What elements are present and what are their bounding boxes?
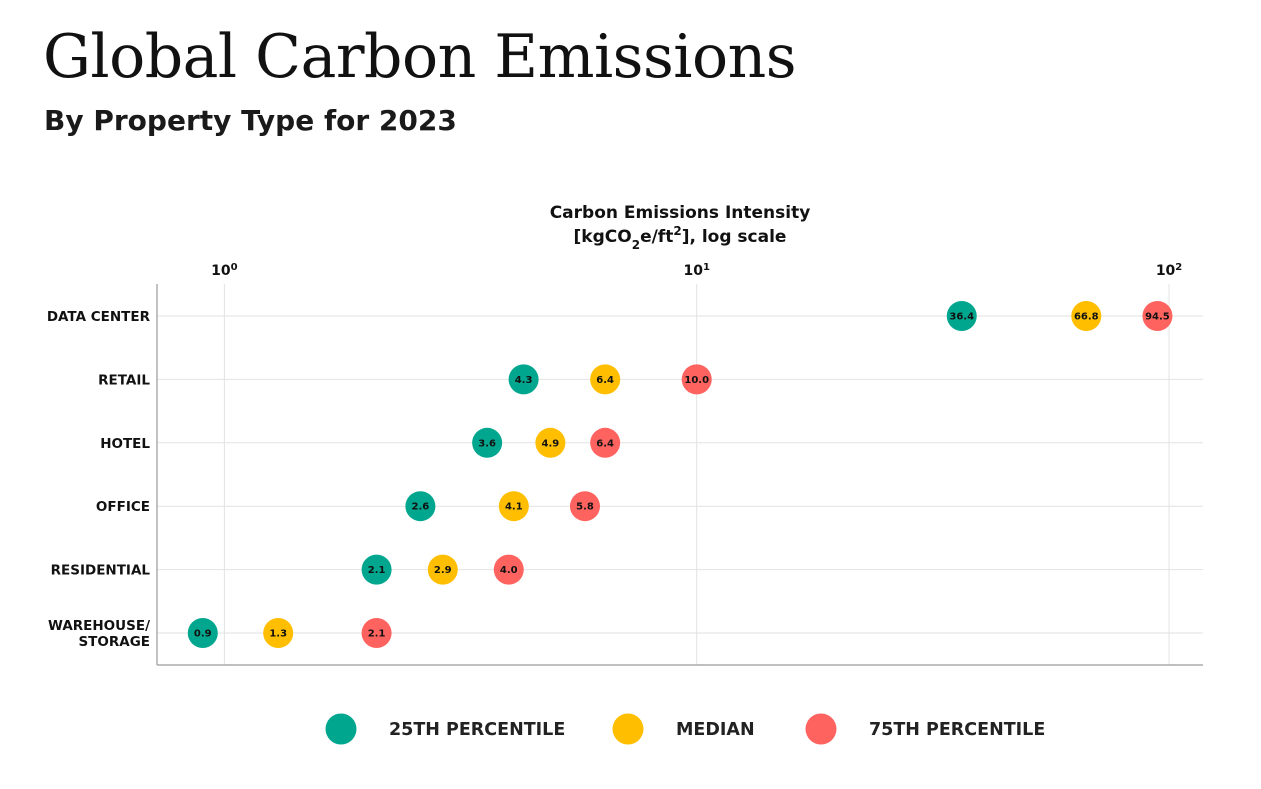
data-point: 2.9 <box>427 554 458 585</box>
legend-label: 75TH PERCENTILE <box>869 720 1045 740</box>
data-point-marker <box>946 301 977 331</box>
data-point-label: 4.3 <box>515 375 533 386</box>
legend: 25TH PERCENTILE MEDIAN 75TH PERCENTILE <box>325 713 1045 745</box>
data-point: 2.6 <box>405 491 436 522</box>
data-point-label: 66.8 <box>1074 312 1099 323</box>
x-tick-labels: 100 101 102 <box>211 262 1182 280</box>
data-point-label: 2.6 <box>412 502 430 513</box>
category-label: RETAIL <box>98 372 150 388</box>
data-point: 4.0 <box>493 554 524 585</box>
data-point-marker <box>263 618 294 648</box>
data-point: 10.0 <box>681 364 712 395</box>
data-point: 2.1 <box>361 618 392 648</box>
legend-swatch <box>805 713 837 745</box>
data-point-marker <box>361 618 392 648</box>
data-point-label: 4.0 <box>500 565 518 576</box>
data-point: 3.6 <box>472 427 503 458</box>
x-axis-title-line2: [kgCO2e/ft2], log scale <box>574 224 787 252</box>
legend-swatch <box>325 713 357 745</box>
category-labels: DATA CENTER RETAIL HOTEL OFFICE RESIDENTIAL W… <box>47 309 151 650</box>
data-point-label: 6.4 <box>596 438 614 449</box>
chart-subtitle: By Property Type for 2023 <box>44 104 457 137</box>
data-point-marker <box>569 491 600 522</box>
data-point-label: 36.4 <box>949 312 974 323</box>
x-tick-label: 100 <box>211 262 237 280</box>
data-point-marker <box>535 427 566 458</box>
legend-label: MEDIAN <box>676 720 755 740</box>
data-point-marker <box>498 491 529 522</box>
data-point-marker <box>405 491 436 522</box>
data-point-label: 1.3 <box>269 629 287 640</box>
data-point-marker <box>187 618 218 648</box>
data-point-label: 2.9 <box>434 565 452 576</box>
data-point-marker <box>493 554 524 585</box>
data-point-label: 2.1 <box>368 565 386 576</box>
legend-item: 75TH PERCENTILE <box>805 713 1045 745</box>
legend-item: MEDIAN <box>612 713 755 745</box>
data-point-marker <box>590 364 621 395</box>
data-point: 36.4 <box>946 301 977 331</box>
category-label: DATA CENTER <box>47 309 151 325</box>
data-point-marker <box>508 364 539 395</box>
category-label: HOTEL <box>100 436 150 452</box>
data-point: 1.3 <box>263 618 294 648</box>
chart-title: Global Carbon Emissions <box>43 22 797 92</box>
data-point-marker <box>427 554 458 585</box>
category-label: STORAGE <box>78 634 150 650</box>
data-point: 66.8 <box>1071 301 1102 331</box>
data-point-marker <box>472 427 503 458</box>
data-point-marker <box>590 427 621 458</box>
category-label: WAREHOUSE/ <box>48 618 150 634</box>
data-point: 6.4 <box>590 364 621 395</box>
data-point-label: 10.0 <box>684 375 709 386</box>
gridlines <box>157 284 1203 665</box>
data-point-marker <box>681 364 712 395</box>
x-tick-label: 101 <box>683 262 709 280</box>
data-point: 2.1 <box>361 554 392 585</box>
category-label: OFFICE <box>96 499 150 515</box>
data-points: 36.4 4.3 3.6 2.6 2.1 0.9 66.8 6.4 4.9 4.1 2.9 1.3 94… <box>187 301 1173 648</box>
data-point: 4.3 <box>508 364 539 395</box>
data-point-marker <box>361 554 392 585</box>
data-point-label: 2.1 <box>368 629 386 640</box>
data-point-label: 0.9 <box>194 629 212 640</box>
data-point-label: 4.9 <box>542 438 560 449</box>
data-point: 94.5 <box>1142 301 1173 331</box>
category-label: RESIDENTIAL <box>51 563 151 579</box>
data-point-marker <box>1142 301 1173 331</box>
data-point-label: 3.6 <box>478 438 496 449</box>
data-point: 4.1 <box>498 491 529 522</box>
data-point: 5.8 <box>569 491 600 522</box>
x-axis-title-line1: Carbon Emissions Intensity <box>550 203 811 223</box>
data-point: 0.9 <box>187 618 218 648</box>
legend-item: 25TH PERCENTILE <box>325 713 565 745</box>
x-tick-label: 102 <box>1156 262 1182 280</box>
data-point-label: 94.5 <box>1145 312 1170 323</box>
legend-label: 25TH PERCENTILE <box>389 720 565 740</box>
data-point: 6.4 <box>590 427 621 458</box>
data-point: 4.9 <box>535 427 566 458</box>
data-point-label: 6.4 <box>596 375 614 386</box>
legend-swatch <box>612 713 644 745</box>
data-point-marker <box>1071 301 1102 331</box>
data-point-label: 5.8 <box>576 502 594 513</box>
data-point-label: 4.1 <box>505 502 523 513</box>
